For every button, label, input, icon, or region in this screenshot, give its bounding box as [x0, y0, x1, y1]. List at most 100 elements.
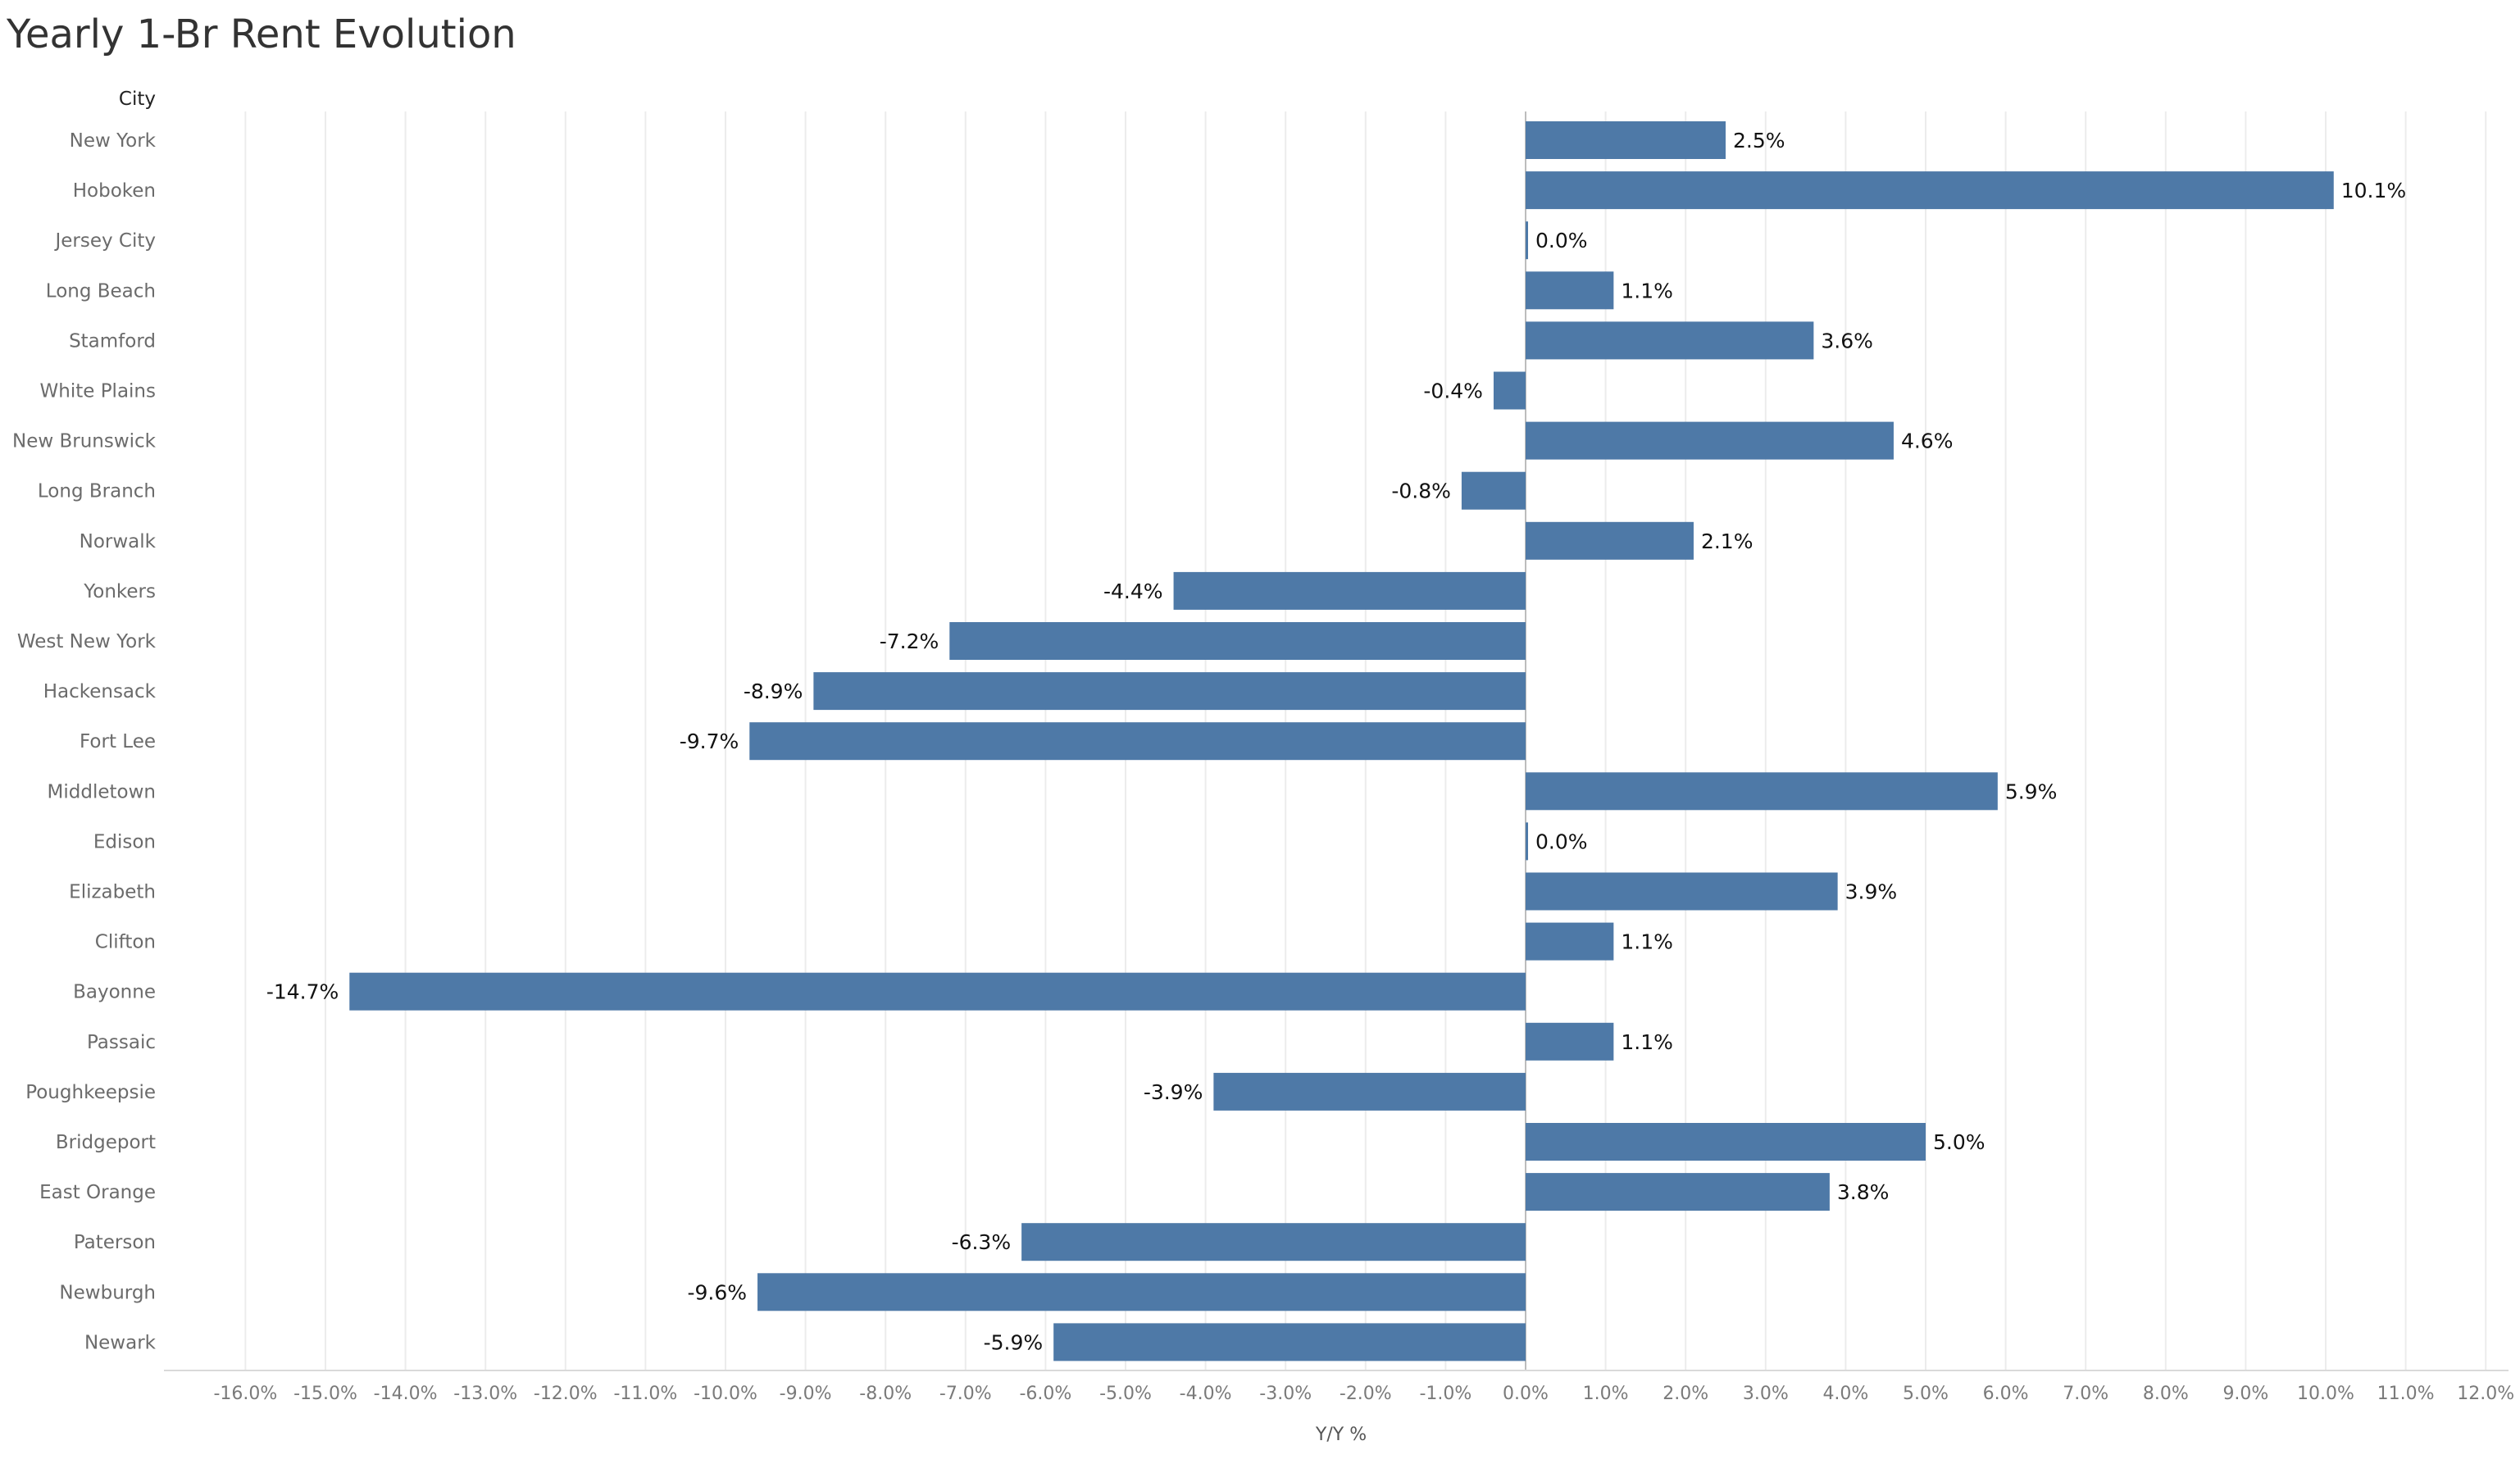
bar[interactable]: [1526, 872, 1838, 911]
bar[interactable]: [949, 622, 1526, 660]
x-tick-label: 2.0%: [1663, 1384, 1708, 1404]
x-tick-label: 9.0%: [2222, 1384, 2268, 1404]
city-label: Norwalk: [80, 531, 157, 552]
data-label: 10.1%: [2341, 179, 2406, 202]
data-label: -3.9%: [1144, 1080, 1203, 1104]
data-label: 3.6%: [1821, 329, 1873, 352]
city-label: Clifton: [95, 932, 156, 953]
x-tick-label: -1.0%: [1419, 1384, 1472, 1404]
x-tick-label: -15.0%: [293, 1384, 357, 1404]
x-tick-label: 12.0%: [2457, 1384, 2514, 1404]
bar[interactable]: [1461, 471, 1526, 510]
city-label: West New York: [17, 631, 157, 652]
city-label: Long Beach: [46, 280, 156, 302]
row-header-label: City: [119, 89, 156, 110]
x-tick-label: 5.0%: [1903, 1384, 1949, 1404]
data-label: 5.9%: [2005, 779, 2058, 803]
bar[interactable]: [1526, 521, 1694, 560]
city-labels: New York Hoboken Jersey City Long Beach Stam…: [12, 130, 157, 1353]
bar[interactable]: [813, 672, 1526, 711]
city-label: Long Branch: [38, 481, 156, 502]
bar[interactable]: [1526, 772, 1998, 811]
bar[interactable]: [1526, 1022, 1614, 1061]
bar[interactable]: [1526, 421, 1894, 460]
data-label: 2.1%: [1701, 530, 1754, 553]
data-label: 5.0%: [1933, 1130, 1986, 1154]
x-tick-label: 7.0%: [2063, 1384, 2108, 1404]
x-tick-label: -9.0%: [780, 1384, 832, 1404]
x-axis-ticks: -16.0% -15.0% -14.0% -13.0% -12.0% -11.0% -10.…: [213, 1384, 2514, 1404]
x-tick-label: -3.0%: [1259, 1384, 1312, 1404]
data-label: -7.2%: [880, 630, 939, 653]
bar[interactable]: [1526, 221, 1528, 260]
city-label: Bayonne: [73, 982, 156, 1003]
data-label: -4.4%: [1103, 580, 1163, 603]
bar[interactable]: [749, 722, 1526, 761]
city-label: Passaic: [87, 1032, 156, 1053]
data-label: -14.7%: [266, 980, 339, 1004]
bar[interactable]: [1526, 1123, 1926, 1161]
x-tick-label: 8.0%: [2143, 1384, 2189, 1404]
data-label: -5.9%: [984, 1330, 1044, 1354]
data-label: -0.8%: [1391, 480, 1451, 503]
city-label: New York: [70, 130, 157, 152]
x-tick-label: 1.0%: [1583, 1384, 1629, 1404]
city-label: Poughkeepsie: [25, 1082, 156, 1103]
city-label: Edison: [93, 831, 156, 852]
data-label: 0.0%: [1535, 229, 1588, 252]
bar[interactable]: [1526, 922, 1614, 961]
data-label: -6.3%: [952, 1230, 1012, 1254]
city-label: Fort Lee: [80, 731, 156, 752]
data-labels: 2.5% 10.1% 0.0% 1.1% 3.6% -0.4% 4.6% -0.8% 2.1% -…: [266, 129, 2406, 1354]
bar[interactable]: [1173, 571, 1526, 610]
bar[interactable]: [1493, 371, 1526, 410]
x-tick-label: -12.0%: [534, 1384, 598, 1404]
bar[interactable]: [1053, 1323, 1526, 1361]
data-label: -8.9%: [744, 680, 803, 703]
x-tick-label: -5.0%: [1099, 1384, 1152, 1404]
city-label: Newburgh: [59, 1282, 156, 1303]
data-label: 4.6%: [1901, 430, 1954, 453]
x-tick-label: 3.0%: [1743, 1384, 1789, 1404]
x-tick-label: -14.0%: [374, 1384, 438, 1404]
x-tick-label: -16.0%: [213, 1384, 277, 1404]
x-tick-label: -13.0%: [453, 1384, 517, 1404]
data-label: 3.8%: [1837, 1180, 1890, 1204]
bars: [349, 121, 2334, 1361]
city-label: East Orange: [39, 1182, 156, 1203]
bar[interactable]: [1526, 121, 1726, 159]
bar[interactable]: [349, 972, 1526, 1011]
x-tick-label: -7.0%: [939, 1384, 992, 1404]
x-tick-label: 11.0%: [2377, 1384, 2435, 1404]
bar[interactable]: [1526, 171, 2334, 210]
data-label: -9.6%: [687, 1280, 747, 1304]
bar[interactable]: [1526, 1173, 1830, 1211]
city-label: Hoboken: [73, 180, 156, 202]
bar[interactable]: [757, 1273, 1526, 1311]
bar[interactable]: [1021, 1223, 1526, 1261]
city-label: New Brunswick: [12, 431, 157, 452]
bar[interactable]: [1526, 321, 1814, 360]
data-label: -9.7%: [680, 730, 739, 753]
x-tick-label: 6.0%: [1983, 1384, 2029, 1404]
data-label: 0.0%: [1535, 829, 1588, 853]
city-label: Bridgeport: [56, 1132, 156, 1153]
x-tick-label: -11.0%: [613, 1384, 677, 1404]
x-tick-label: -4.0%: [1180, 1384, 1232, 1404]
bar[interactable]: [1213, 1072, 1526, 1111]
city-label: Newark: [84, 1332, 157, 1353]
city-label: Paterson: [74, 1232, 156, 1253]
bar[interactable]: [1526, 822, 1528, 861]
city-label: Stamford: [69, 330, 156, 352]
x-tick-label: 10.0%: [2297, 1384, 2354, 1404]
city-label: Yonkers: [83, 581, 156, 602]
city-label: Middletown: [48, 781, 156, 802]
x-tick-label: 4.0%: [1822, 1384, 1868, 1404]
city-label: White Plains: [40, 381, 157, 402]
x-tick-label: -6.0%: [1019, 1384, 1071, 1404]
data-label: 2.5%: [1733, 129, 1785, 152]
bar[interactable]: [1526, 271, 1614, 310]
city-label: Elizabeth: [69, 882, 156, 903]
city-label: Jersey City: [53, 230, 156, 252]
